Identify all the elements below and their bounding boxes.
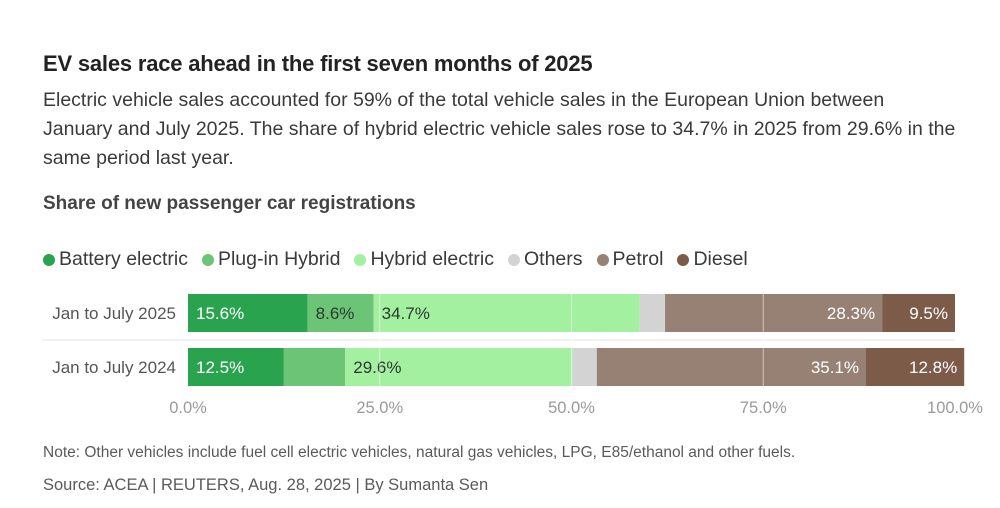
chart-source: Source: ACEA | REUTERS, Aug. 28, 2025 | … (43, 476, 489, 494)
legend-label-others: Others (523, 248, 583, 270)
legend-item-battery-electric: Battery electric (43, 248, 188, 271)
legend-label-plug-in-hybrid: Plug-in Hybrid (217, 248, 341, 270)
category-label-jan-to-july-2024: Jan to July 2024 (52, 358, 176, 377)
data-label-plug-in-hybrid-2025: 8.6% (316, 304, 355, 323)
legend-item-petrol: Petrol (596, 248, 664, 271)
chart-subtitle: Electric vehicle sales accounted for 59%… (43, 89, 956, 169)
legend-item-hybrid-electric: Hybrid electric (354, 248, 494, 271)
x-tick-label-100: 100.0% (927, 399, 983, 417)
chart-note: Note: Other vehicles include fuel cell e… (43, 444, 796, 461)
legend-label-diesel: Diesel (693, 248, 748, 270)
bar-petrol-2024 (596, 348, 867, 386)
x-tick-label-50: 50.0% (548, 399, 595, 417)
bar-diesel-2025 (882, 294, 955, 332)
bar-others-2024 (572, 348, 597, 386)
bar-diesel-2024 (866, 348, 965, 386)
bar-plug-in-hybrid-2025 (307, 294, 374, 332)
data-label-petrol-2024: 35.1% (811, 358, 859, 377)
legend-item-others: Others (507, 248, 583, 271)
chart-title: Share of new passenger car registrations (43, 193, 416, 214)
category-label-jan-to-july-2025: Jan to July 2025 (52, 304, 176, 323)
data-label-diesel-2024: 12.8% (909, 358, 957, 377)
bar-petrol-2025 (665, 294, 883, 332)
legend-swatch-hybrid-electric (354, 253, 367, 266)
legend-swatch-others (507, 253, 520, 266)
chart-headline: EV sales race ahead in the first seven m… (43, 51, 593, 76)
legend-swatch-petrol (596, 253, 609, 266)
legend: Battery electric Plug-in Hybrid Hybrid e… (43, 248, 762, 271)
bar-hybrid-electric-2024 (345, 348, 573, 386)
legend-label-battery-electric: Battery electric (59, 248, 188, 270)
legend-swatch-plug-in-hybrid (201, 253, 214, 266)
legend-item-diesel: Diesel (677, 248, 748, 271)
bar-plug-in-hybrid-2024 (283, 348, 346, 386)
legend-label-hybrid-electric: Hybrid electric (370, 248, 494, 270)
data-label-battery-electric-2024: 12.5% (196, 358, 244, 377)
legend-label-petrol: Petrol (612, 248, 664, 270)
legend-swatch-battery-electric (43, 253, 55, 266)
data-label-battery-electric-2025: 15.6% (196, 304, 244, 323)
bar-hybrid-electric-2025 (373, 294, 640, 332)
data-label-hybrid-electric-2024: 29.6% (353, 358, 401, 377)
data-label-hybrid-electric-2025: 34.7% (382, 304, 430, 323)
stacked-bar-chart: Jan to July 2025 15.6% 8.6% 34.7% 28.3% 9.5% J… (42, 294, 983, 417)
legend-item-plug-in-hybrid: Plug-in Hybrid (201, 248, 341, 271)
data-label-petrol-2025: 28.3% (827, 304, 875, 323)
x-tick-label-0: 0.0% (169, 399, 207, 417)
data-label-diesel-2025: 9.5% (909, 304, 948, 323)
x-tick-label-25: 25.0% (356, 399, 403, 417)
bar-others-2025 (639, 294, 666, 332)
bar-battery-electric-2024 (188, 348, 284, 386)
x-tick-label-75: 75.0% (740, 399, 787, 417)
bar-battery-electric-2025 (188, 294, 308, 332)
legend-swatch-diesel (677, 253, 690, 266)
